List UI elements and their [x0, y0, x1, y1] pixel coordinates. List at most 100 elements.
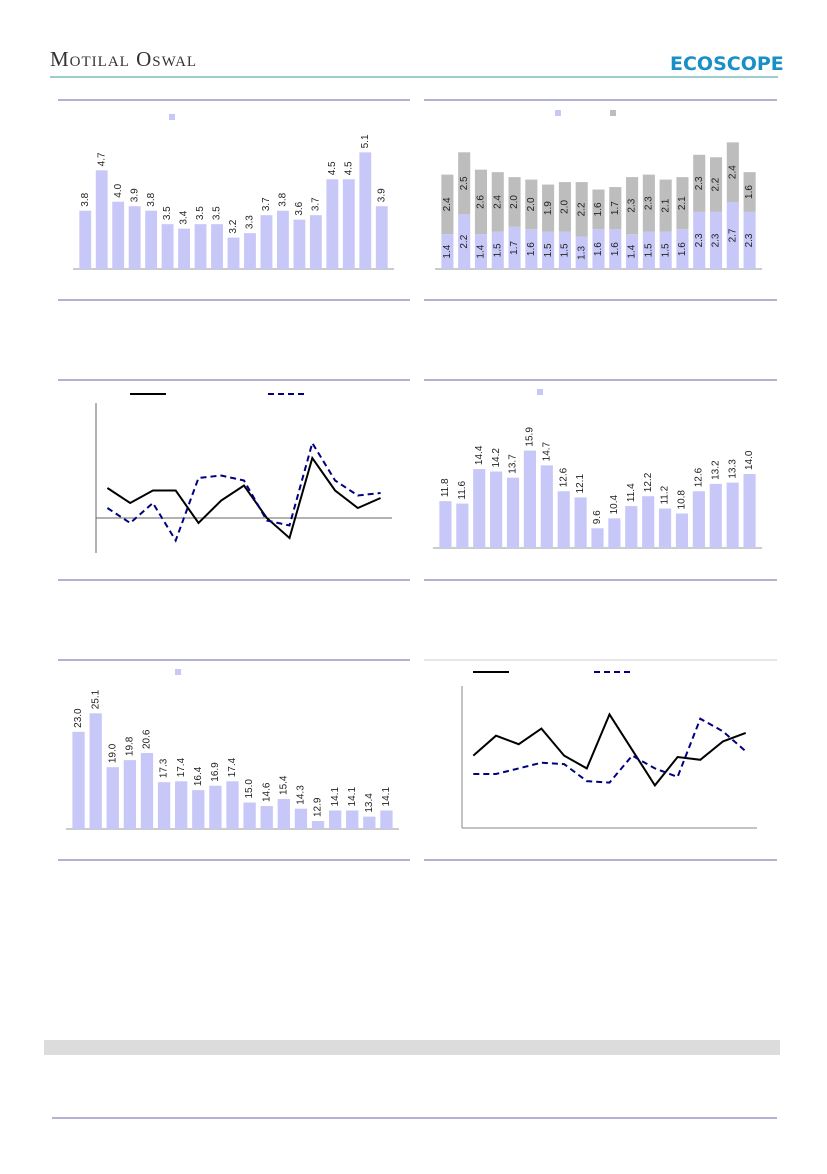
bar: [592, 229, 605, 269]
value-label: 11.4: [626, 483, 637, 502]
bar: [608, 518, 621, 548]
bar: [375, 206, 388, 269]
bar: [276, 210, 289, 269]
bar: [609, 187, 622, 230]
value-label: 1.6: [677, 242, 688, 256]
value-label: 2.1: [677, 196, 688, 210]
bar: [328, 810, 342, 829]
value-label: 1.5: [660, 243, 671, 257]
value-label: 14.0: [744, 450, 755, 470]
value-label: 15.0: [244, 779, 255, 799]
value-label: 14.1: [330, 787, 341, 807]
value-label: 1.3: [576, 245, 587, 259]
value-label: 3.6: [294, 201, 305, 215]
legend-swatch: [169, 114, 175, 120]
value-label: 1.6: [593, 202, 604, 216]
value-label: 3.2: [228, 219, 239, 233]
value-label: 14.4: [474, 445, 485, 465]
bar: [676, 229, 689, 269]
value-label: 3.5: [212, 206, 223, 220]
bar: [523, 450, 537, 548]
value-label: 23.0: [73, 708, 84, 728]
chart: 1.4 2.2 1.4 1.5 1.7 1.6 1.5 1.5 1.3 1.6 1.6 1.4 1.5 1…: [435, 110, 762, 270]
chart: [95, 393, 392, 553]
value-label: 4.5: [327, 161, 338, 175]
bar: [642, 231, 655, 269]
bar: [441, 234, 454, 269]
value-label: 3.3: [245, 215, 256, 229]
bar: [726, 482, 739, 548]
value-label: 16.9: [210, 762, 221, 782]
bar: [490, 471, 503, 548]
bar: [675, 513, 689, 548]
bar: [693, 211, 706, 269]
bar: [692, 491, 705, 548]
chart: 3.8 4.7 4.0 3.9 3.8 3.5 3.4 3.5 3.5 3.2 3.3 3.7 3.8 3…: [73, 114, 394, 270]
value-label: 3.9: [376, 188, 387, 202]
value-label: 2.6: [476, 195, 487, 209]
value-label: 15.9: [525, 427, 536, 447]
value-label: 3.8: [278, 192, 289, 206]
value-label: 2.3: [744, 233, 755, 247]
footer-band: [44, 1040, 780, 1055]
chart: 23.0 25.1 19.0 19.8 20.6 17.3 17.4 16.4 16.9 17.4…: [66, 669, 399, 830]
value-label: 12.6: [558, 467, 569, 487]
bar: [175, 781, 188, 829]
bar: [326, 179, 339, 269]
value-label: 2.2: [576, 202, 587, 216]
bar: [642, 496, 655, 548]
bar: [226, 781, 239, 829]
bar: [456, 503, 469, 548]
bar: [380, 810, 393, 829]
bar: [211, 224, 223, 269]
bar: [194, 224, 207, 269]
bar: [626, 234, 639, 269]
bar: [609, 229, 622, 269]
value-label: 25.1: [90, 689, 101, 709]
bar: [508, 226, 521, 269]
bar: [145, 210, 158, 269]
bar: [709, 483, 722, 548]
bar: [642, 174, 655, 232]
bar: [575, 236, 588, 269]
value-label: 2.0: [509, 195, 520, 209]
value-label: 10.8: [677, 490, 688, 510]
value-label: 2.2: [459, 234, 470, 248]
value-label: 3.5: [195, 206, 206, 220]
value-label: 3.8: [80, 192, 91, 206]
bar: [491, 172, 504, 232]
bar: [709, 157, 723, 212]
bar: [95, 170, 108, 269]
bar: [693, 154, 706, 212]
bar: [439, 501, 452, 548]
bar: [592, 189, 605, 230]
value-label: 1.4: [442, 244, 453, 258]
logo: ECOSCOPE: [670, 53, 784, 75]
value-label: 13.7: [508, 454, 519, 474]
value-label: 2.7: [727, 228, 738, 242]
bar: [473, 469, 486, 548]
bar: [157, 782, 171, 829]
value-label: 3.7: [311, 197, 322, 211]
value-label: 10.4: [609, 494, 620, 514]
series-line: [473, 717, 747, 784]
bar: [140, 753, 154, 829]
value-label: 1.6: [526, 242, 537, 256]
value-label: 2.4: [442, 197, 453, 211]
value-label: 1.9: [543, 201, 554, 215]
bar: [72, 731, 85, 829]
bar: [79, 210, 92, 269]
value-label: 4.0: [113, 183, 124, 197]
bar: [294, 808, 308, 829]
bar: [243, 802, 256, 829]
value-label: 1.6: [610, 242, 621, 256]
bar: [506, 477, 520, 548]
value-label: 1.4: [627, 244, 638, 258]
bar: [260, 806, 273, 829]
bar: [161, 224, 174, 269]
legend-swatch: [175, 669, 181, 675]
value-label: 17.4: [227, 757, 238, 777]
value-label: 14.2: [491, 448, 502, 468]
value-label: 1.7: [610, 201, 621, 215]
value-label: 19.0: [107, 743, 118, 763]
